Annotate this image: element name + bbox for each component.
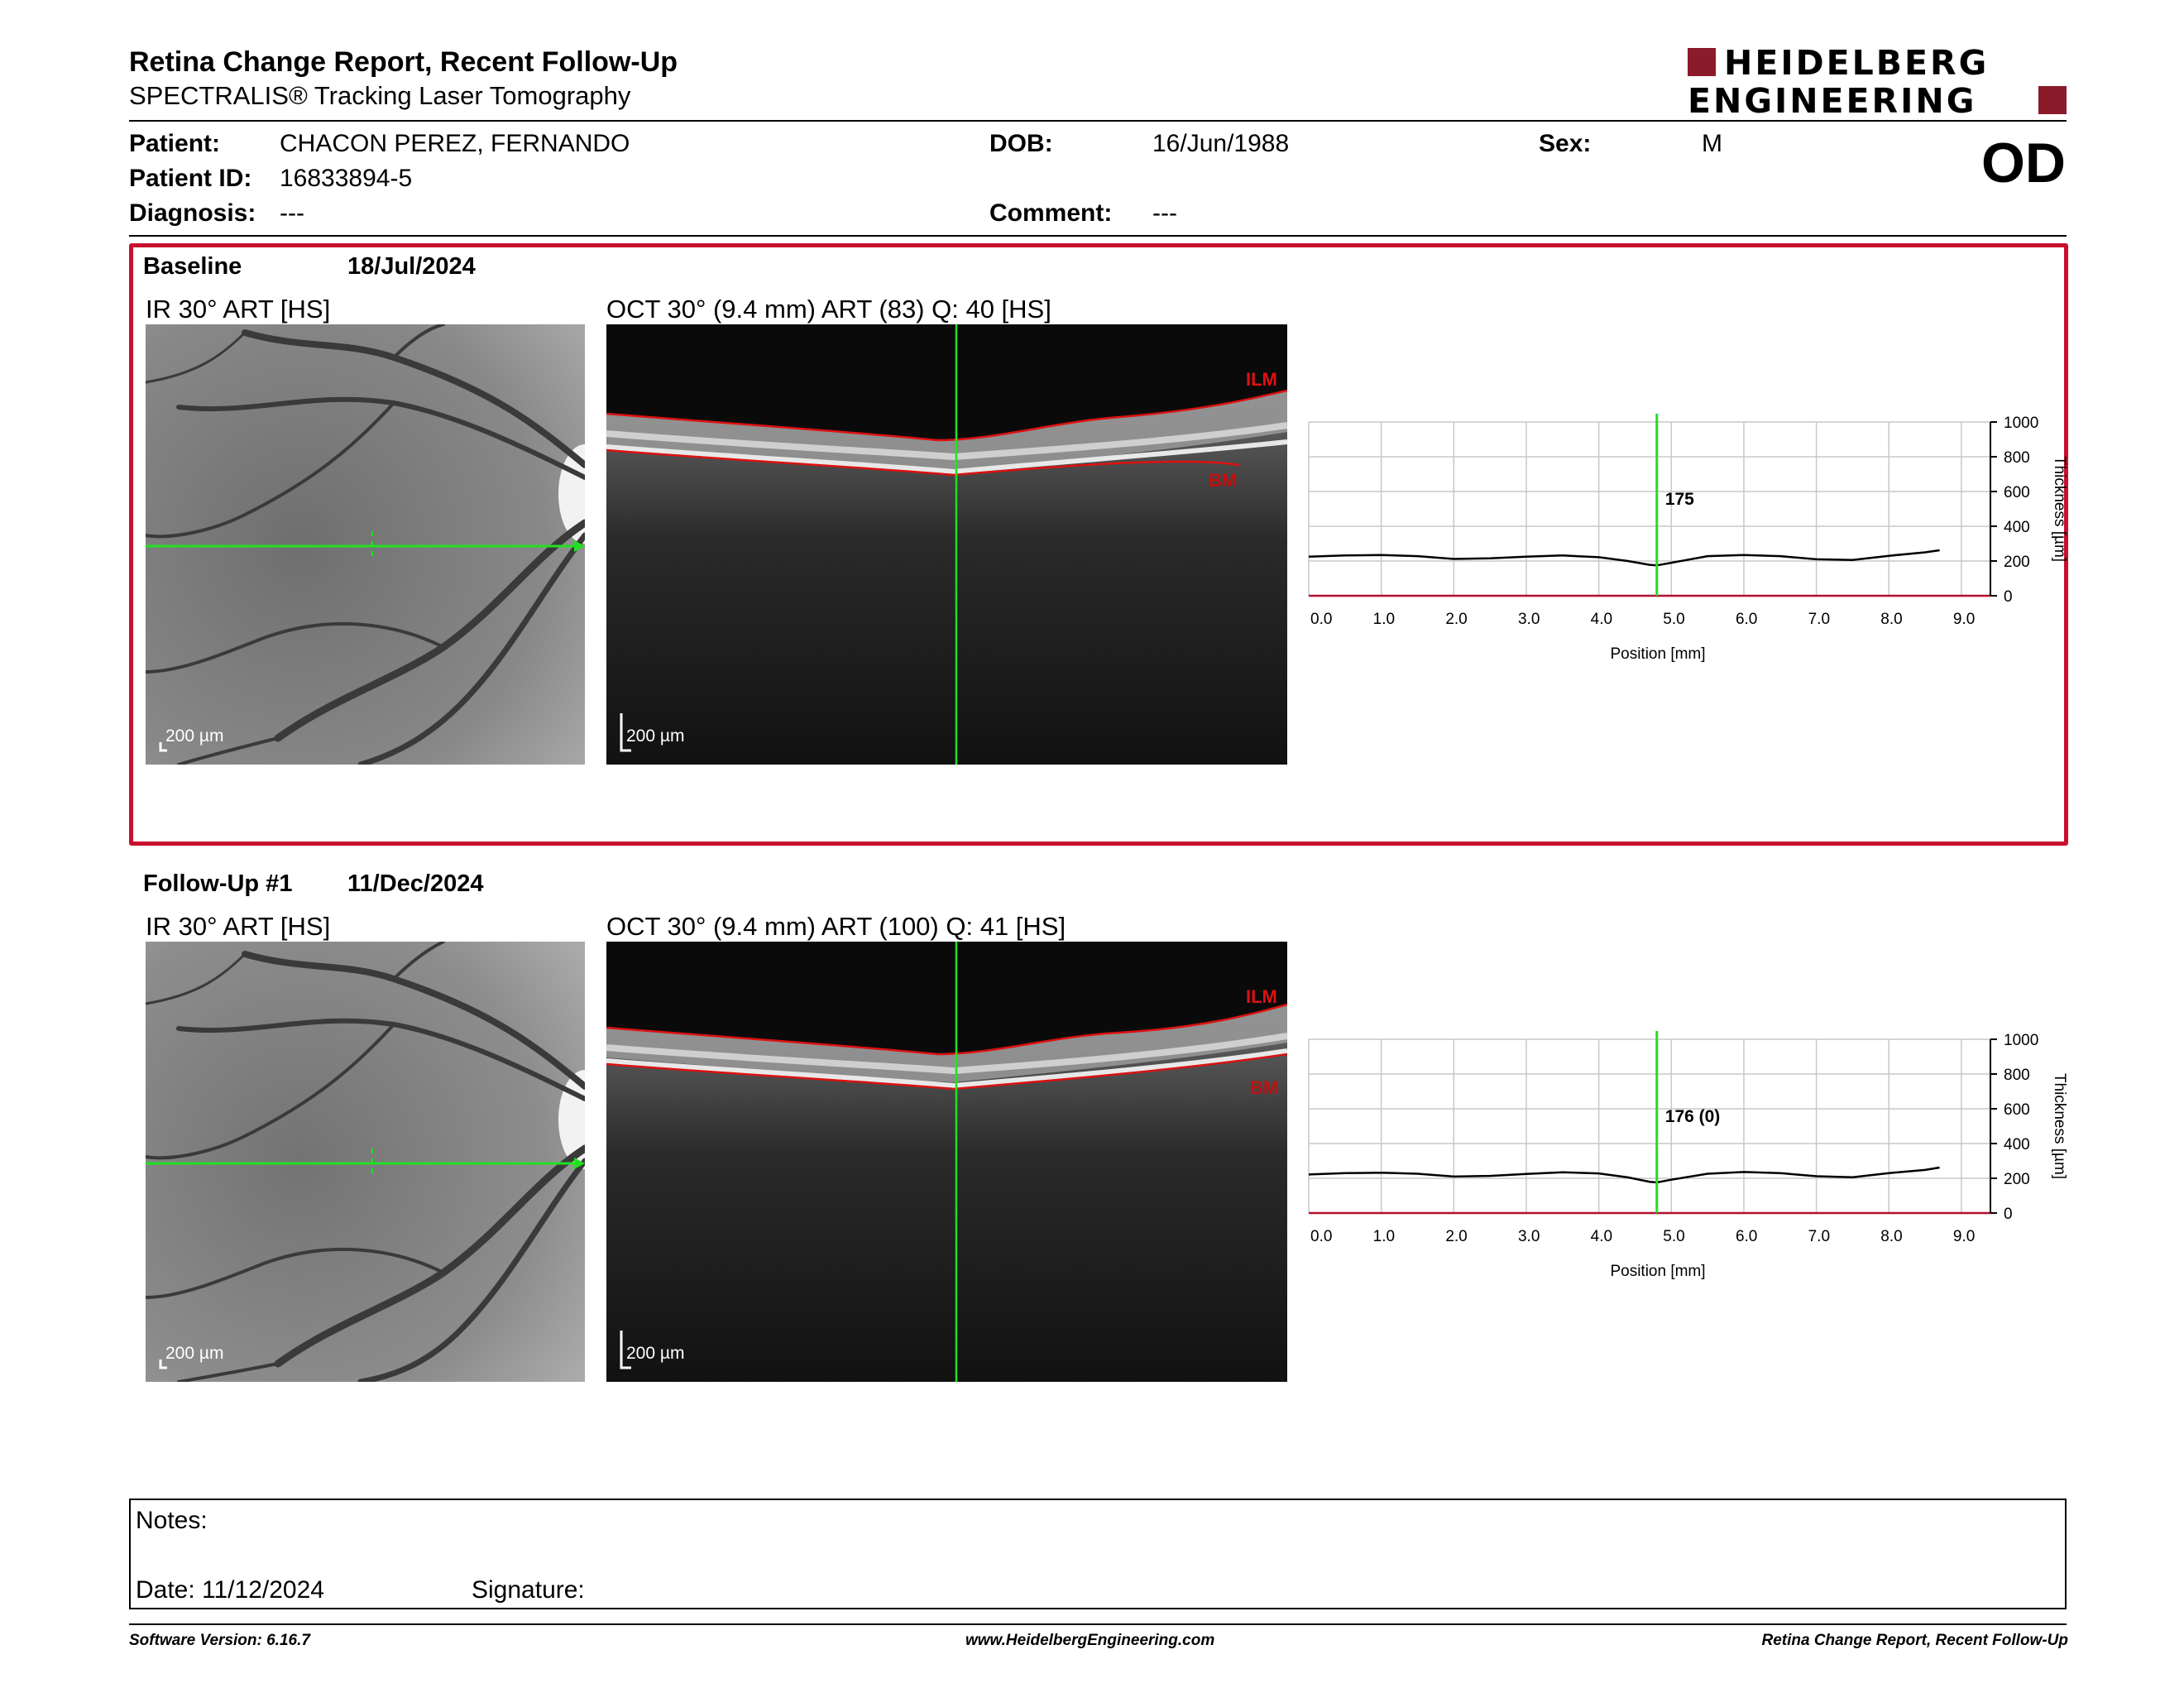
chart-x-tick-label: 5.0 (1663, 1228, 1684, 1245)
chart-y-tick-label: 600 (2004, 1101, 2030, 1119)
patient-name: CHACON PEREZ, FERNANDO (280, 130, 630, 157)
chart-x-tick-label: 0.0 (1310, 1228, 1332, 1245)
website-link[interactable]: www.HeidelbergEngineering.com (965, 1632, 1215, 1649)
dob-value: 16/Jun/1988 (1152, 130, 1290, 157)
followup-oct-scale-label: 200 µm (626, 1344, 685, 1363)
baseline-ir-image[interactable]: 200 µm (146, 324, 585, 765)
followup-thickness-chart: 0 200 400 600 800 1000 0.0 1.0 2.0 3.0 4.0 5.0 6.0 7.… (1308, 1031, 2068, 1280)
followup-ir-scale-label: 200 µm (165, 1344, 224, 1363)
followup-ir-image[interactable]: 200 µm (146, 942, 585, 1382)
diagnosis-label: Diagnosis: (129, 199, 256, 227)
cursor-thickness-label: 176 (0) (1665, 1107, 1721, 1126)
sex-value: M (1702, 130, 1722, 157)
chart-x-tick-label: 2.0 (1445, 611, 1467, 628)
logo-line1: HEIDELBERG (1724, 43, 1990, 83)
dob-label: DOB: (989, 130, 1053, 157)
chart-y-tick-label: 600 (2004, 484, 2030, 501)
chart-y-axis-label: Thickness [µm] (2051, 456, 2068, 562)
followup-oct-image[interactable]: ILM BM 200 µm (606, 942, 1287, 1382)
signature-label: Signature: (472, 1576, 585, 1604)
diagnosis-value: --- (280, 199, 304, 227)
patient-id-value: 16833894-5 (280, 165, 413, 192)
comment-label: Comment: (989, 199, 1113, 227)
chart-x-tick-label: 4.0 (1591, 611, 1612, 628)
chart-x-tick-label: 6.0 (1736, 611, 1757, 628)
notes-date: Date: 11/12/2024 (136, 1576, 324, 1604)
chart-x-tick-label: 9.0 (1953, 1228, 1975, 1245)
chart-x-tick-label: 6.0 (1736, 1228, 1757, 1245)
followup-date: 11/Dec/2024 (347, 870, 484, 897)
notes-label: Notes: (136, 1507, 208, 1534)
eye-indicator: OD (1981, 132, 2066, 194)
comment-value: --- (1152, 199, 1177, 227)
notes-box[interactable]: Notes: Date: 11/12/2024 Signature: (129, 1499, 2067, 1609)
chart-x-tick-label: 3.0 (1518, 611, 1540, 628)
patient-label: Patient: (129, 130, 221, 157)
chart-y-tick-label: 800 (2004, 449, 2030, 467)
chart-x-tick-label: 8.0 (1880, 1228, 1902, 1245)
chart-x-tick-label: 9.0 (1953, 611, 1975, 628)
chart-y-tick-label: 200 (2004, 1171, 2030, 1188)
chart-y-tick-label: 0 (2004, 1206, 2013, 1223)
chart-x-axis-label: Position [mm] (1610, 1263, 1705, 1280)
chart-x-tick-label: 2.0 (1445, 1228, 1467, 1245)
chart-y-tick-label: 400 (2004, 519, 2030, 536)
chart-x-tick-label: 7.0 (1808, 611, 1830, 628)
chart-y-tick-label: 0 (2004, 588, 2013, 606)
cursor-thickness-label: 175 (1665, 490, 1694, 509)
chart-y-tick-label: 200 (2004, 554, 2030, 571)
sex-label: Sex: (1539, 130, 1592, 157)
followup-bm-label: BM (1250, 1077, 1279, 1098)
followup-ilm-label: ILM (1246, 986, 1277, 1007)
thickness-profile-line (1308, 1166, 1940, 1184)
chart-x-tick-label: 5.0 (1663, 611, 1684, 628)
baseline-thickness-chart: 0 200 400 600 800 1000 0.0 1.0 2.0 3.0 4.0 5.0 6.0 7.… (1308, 414, 2068, 663)
baseline-ir-title: IR 30° ART [HS] (146, 295, 331, 324)
baseline-ilm-label: ILM (1246, 369, 1277, 390)
chart-x-tick-label: 1.0 (1373, 1228, 1395, 1245)
thickness-profile-line (1308, 549, 1940, 567)
software-version: Software Version: 6.16.7 (129, 1632, 310, 1649)
baseline-ir-scale-label: 200 µm (165, 727, 224, 746)
followup-oct-title: OCT 30° (9.4 mm) ART (100) Q: 41 [HS] (606, 912, 1066, 941)
baseline-oct-scale-label: 200 µm (626, 727, 685, 746)
chart-y-tick-label: 1000 (2004, 1032, 2038, 1049)
followup-label: Follow-Up #1 (143, 870, 293, 897)
chart-y-tick-label: 400 (2004, 1136, 2030, 1153)
baseline-label: Baseline (143, 253, 242, 280)
chart-x-tick-label: 3.0 (1518, 1228, 1540, 1245)
report-title: Retina Change Report, Recent Follow-Up (129, 46, 678, 78)
baseline-oct-image[interactable]: ILM BM 200 µm (606, 324, 1287, 765)
chart-x-axis-label: Position [mm] (1610, 645, 1705, 663)
patient-id-label: Patient ID: (129, 165, 252, 192)
chart-x-tick-label: 7.0 (1808, 1228, 1830, 1245)
logo-line2: ENGINEERING (1688, 81, 1977, 121)
heidelberg-logo: HEIDELBERG ENGINEERING (1688, 43, 2068, 121)
chart-x-tick-label: 8.0 (1880, 611, 1902, 628)
chart-y-axis-label: Thickness [µm] (2051, 1073, 2068, 1179)
chart-x-tick-label: 1.0 (1373, 611, 1395, 628)
report-subtitle: SPECTRALIS® Tracking Laser Tomography (129, 81, 631, 110)
chart-y-tick-label: 800 (2004, 1067, 2030, 1084)
baseline-bm-label: BM (1209, 470, 1238, 491)
followup-ir-title: IR 30° ART [HS] (146, 912, 331, 941)
baseline-selection-frame[interactable] (129, 243, 2068, 846)
chart-x-tick-label: 4.0 (1591, 1228, 1612, 1245)
chart-x-tick-label: 0.0 (1310, 611, 1332, 628)
baseline-oct-title: OCT 30° (9.4 mm) ART (83) Q: 40 [HS] (606, 295, 1051, 324)
baseline-date: 18/Jul/2024 (347, 253, 476, 280)
footer-report-name: Retina Change Report, Recent Follow-Up (1761, 1632, 2068, 1649)
chart-y-tick-label: 1000 (2004, 415, 2038, 432)
